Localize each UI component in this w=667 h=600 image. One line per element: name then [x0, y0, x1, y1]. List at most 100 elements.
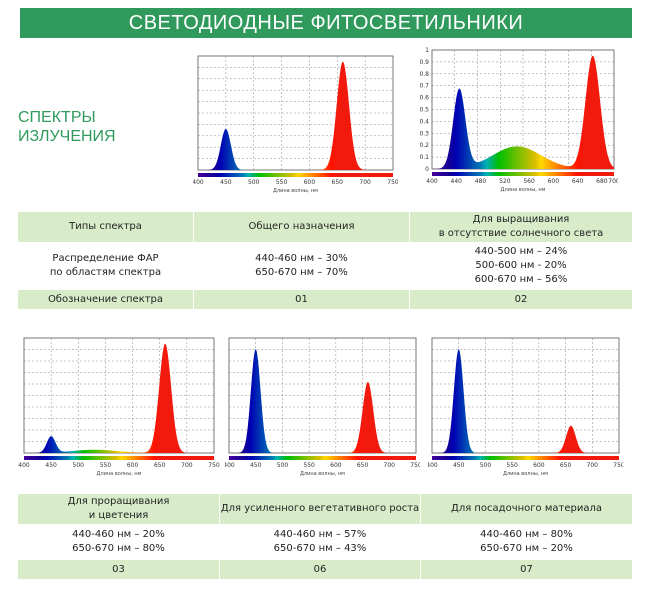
x-tick-label: 400	[193, 179, 204, 186]
x-tick-label: 700	[587, 462, 599, 469]
col2-code: 02	[514, 293, 528, 305]
color-bar	[24, 456, 214, 460]
x-tick-label: 500	[277, 462, 289, 469]
y-tick-label: 0	[425, 166, 429, 173]
banner-title: СВЕТОДИОДНЫЕ ФИТОСВЕТИЛЬНИКИ	[20, 8, 632, 38]
x-tick-label: 400	[428, 462, 438, 469]
section-title-line2: ИЗЛУЧЕНИЯ	[18, 128, 116, 145]
bottom-col3-code: 07	[520, 563, 533, 575]
y-tick-label: 0.5	[419, 107, 429, 114]
x-tick-label: 500	[73, 462, 85, 469]
bottom-col1-type-line1: Для проращивания	[67, 496, 170, 507]
x-tick-label: 650	[154, 462, 166, 469]
bottom-col2-dist-line: 440-460 нм – 57%	[273, 529, 367, 540]
section-title: СПЕКТРЫ ИЗЛУЧЕНИЯ	[18, 108, 116, 146]
color-bar	[432, 172, 614, 176]
y-tick-label: 0.8	[419, 71, 429, 78]
spectrum-chart-06: 400 450 500 550 600 650 700 750 Длина волны, нм	[225, 328, 420, 483]
x-axis-label: Длина волны, нм	[97, 471, 142, 477]
bottom-col2-code: 06	[313, 563, 327, 575]
x-tick-label: 640	[572, 178, 584, 185]
spectrum-chart-07: 400 450 500 550 600 650 700 750 Длина волны, нм	[428, 328, 623, 483]
bottom-col1-code: 03	[112, 563, 125, 575]
x-axis-label: Длина волны, нм	[503, 471, 548, 477]
x-tick-label: 650	[560, 462, 572, 469]
y-tick-label: 0.9	[419, 59, 429, 66]
x-tick-label: 550	[100, 462, 112, 469]
bottom-col3-dist-line: 440-460 нм – 80%	[480, 529, 573, 540]
x-tick-label: 750	[613, 462, 623, 469]
x-axis-label: Длина волны, нм	[300, 471, 345, 477]
top-table-distribution-row: Распределение ФАР по областям спектра 44…	[18, 244, 632, 288]
spectrum-svg: 400 440 480 520 560 600 640 680 700 1 0.9 0.8 0.7 0.6…	[419, 47, 618, 193]
col2-dist-line: 600-670 нм – 56%	[474, 274, 568, 285]
distribution-label-line1: Распределение ФАР	[52, 253, 159, 264]
spectrum-area	[229, 349, 416, 453]
bottom-col3-distribution: 440-460 нм – 80% 650-670 нм – 20%	[421, 526, 632, 558]
x-tick-label: 650	[332, 179, 344, 186]
bottom-col1-dist-line: 650-670 нм – 80%	[72, 543, 165, 554]
y-tick-label: 0.7	[419, 83, 429, 90]
col1-dist-line: 440-460 нм – 30%	[255, 253, 348, 264]
bottom-table-designation-row: 03 06 07	[18, 560, 632, 579]
bottom-table-distribution-row: 440-460 нм – 20% 650-670 нм – 80% 440-46…	[18, 526, 632, 558]
x-tick-label: 450	[453, 462, 465, 469]
x-tick-label: 520	[499, 178, 511, 185]
y-tick-label: 1	[425, 47, 429, 54]
x-axis-label: Длина волны, нм	[273, 188, 318, 194]
x-tick-label: 500	[480, 462, 492, 469]
x-tick-label: 500	[248, 179, 260, 186]
x-tick-label: 560	[523, 178, 535, 185]
bottom-col3-dist-line: 650-670 нм – 20%	[480, 543, 573, 554]
spectrum-area	[24, 343, 214, 453]
y-tick-label: 0.6	[419, 95, 429, 102]
x-tick-label: 400	[225, 462, 235, 469]
col2-distribution: 440-500 нм – 24% 500-600 нм - 20% 600-67…	[410, 244, 632, 288]
bottom-col1-distribution: 440-460 нм – 20% 650-670 нм – 80%	[18, 526, 219, 558]
col2-dist-line: 500-600 нм - 20%	[475, 260, 567, 271]
spectrum-chart-03: 400 450 500 550 600 650 700 750 Длина волны, нм	[18, 328, 220, 483]
spectrum-svg: 400 450 500 550 600 650 700 750 Длина волны, нм	[225, 337, 420, 477]
x-tick-label: 750	[410, 462, 420, 469]
spectrum-area	[432, 349, 619, 453]
x-tick-label: 480	[475, 178, 487, 185]
x-tick-label: 450	[250, 462, 262, 469]
col1-type: Общего назначения	[248, 221, 355, 232]
spectrum-svg: 400 450 500 550 600 650 700 750 Длина волны, нм	[428, 337, 623, 477]
bottom-table-header-row: Для проращивания и цветения Для усиленно…	[18, 494, 632, 524]
distribution-label-line2: по областям спектра	[49, 267, 162, 278]
x-tick-label: 680	[596, 178, 608, 185]
x-tick-label: 440	[451, 178, 463, 185]
col2-type: Для выращивания в отсутствие солнечного …	[410, 212, 632, 242]
spectrum-chart-01: 400 450 500 550 600 650 700 750 Длина волны, нм	[193, 48, 398, 200]
col1-dist-line: 650-670 нм – 70%	[255, 267, 348, 278]
top-table-header-row: Типы спектра Общего назначения Для выращ…	[18, 212, 632, 242]
x-tick-label: 600	[533, 462, 545, 469]
x-tick-label: 700	[384, 462, 396, 469]
bottom-col1-dist-line: 440-460 нм – 20%	[72, 529, 165, 540]
bottom-col3-type: Для посадочного материала	[451, 503, 602, 514]
x-tick-label: 700	[359, 179, 371, 186]
types-label: Типы спектра	[69, 221, 142, 232]
x-tick-label: 400	[18, 462, 30, 469]
x-tick-label: 700	[181, 462, 193, 469]
y-tick-label: 0.2	[419, 142, 429, 149]
x-tick-label: 750	[387, 179, 398, 186]
x-tick-label: 450	[45, 462, 57, 469]
x-tick-label: 450	[220, 179, 232, 186]
distribution-label: Распределение ФАР по областям спектра	[18, 244, 193, 288]
y-tick-label: 0.3	[419, 130, 429, 137]
spectrum-area	[198, 61, 393, 171]
col1-code: 01	[295, 293, 308, 305]
color-bar	[432, 456, 619, 460]
col2-type-line2: в отсутствие солнечного света	[438, 228, 604, 239]
col2-type-line1: Для выращивания	[472, 214, 570, 225]
x-tick-label: 600	[304, 179, 316, 186]
bottom-col1-type-line2: и цветения	[88, 510, 149, 521]
x-tick-label: 600	[127, 462, 139, 469]
x-tick-label: 400	[426, 178, 438, 185]
x-tick-label: 550	[506, 462, 518, 469]
col2-dist-line: 440-500 нм – 24%	[474, 246, 568, 257]
spectrum-chart-02: 400 440 480 520 560 600 640 680 700 1 0.9 0.8 0.7 0.6…	[418, 46, 618, 194]
col1-distribution: 440-460 нм – 30% 650-670 нм – 70%	[194, 244, 409, 288]
